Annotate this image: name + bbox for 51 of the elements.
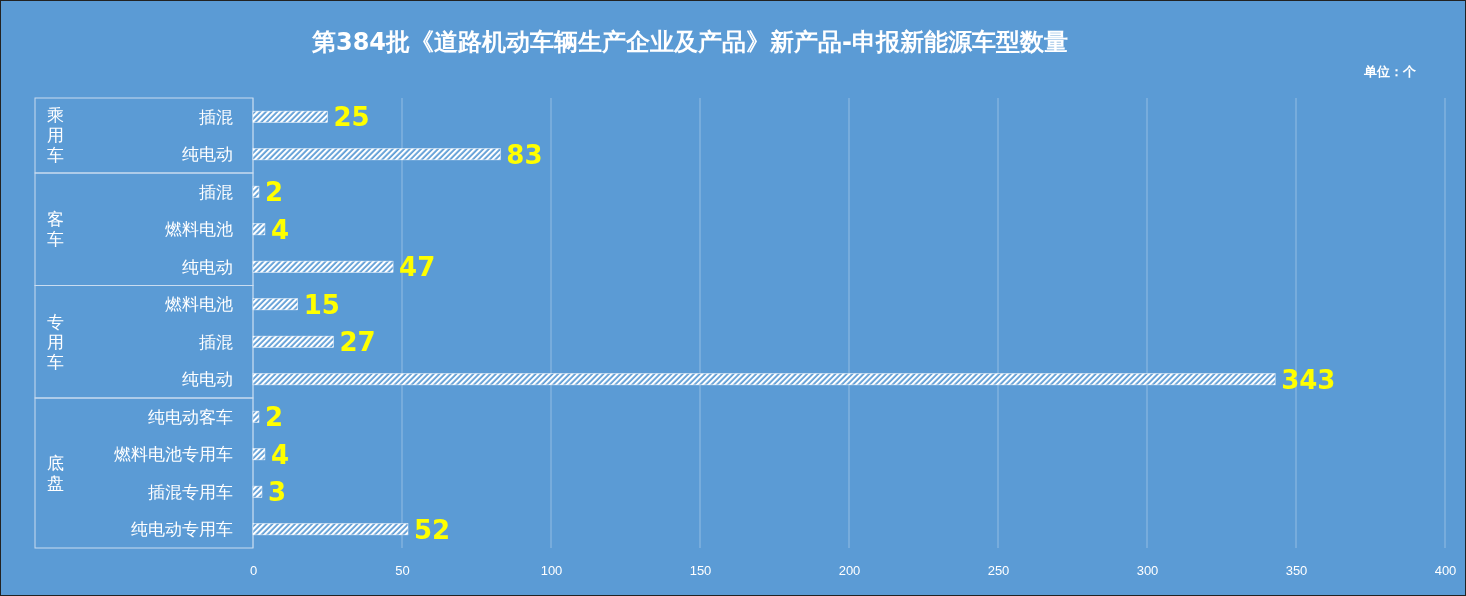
x-tick-label: 50 bbox=[395, 563, 410, 579]
x-tick-label: 200 bbox=[838, 563, 861, 579]
data-label: 4 bbox=[270, 214, 290, 245]
bar bbox=[252, 148, 501, 161]
data-label: 343 bbox=[1281, 364, 1336, 395]
x-tick-label: 300 bbox=[1136, 563, 1159, 579]
bar bbox=[252, 523, 409, 536]
data-label: 52 bbox=[413, 514, 451, 545]
bar bbox=[252, 223, 266, 236]
x-tick-label: 100 bbox=[540, 563, 563, 579]
x-tick-label: 350 bbox=[1285, 563, 1308, 579]
bar bbox=[252, 260, 394, 273]
data-label: 4 bbox=[270, 439, 290, 470]
bar bbox=[252, 410, 260, 423]
x-tick-label: 0 bbox=[249, 563, 258, 579]
y-tick-label: 纯电动客车 bbox=[148, 406, 233, 427]
y-tick-label: 燃料电池 bbox=[165, 294, 233, 315]
bar bbox=[252, 485, 263, 498]
y-tick-label: 纯电动 bbox=[182, 369, 233, 390]
text: 单位：个 bbox=[1363, 64, 1417, 79]
y-tick-label: 插混 bbox=[199, 181, 233, 202]
y-tick-label: 燃料电池 bbox=[165, 219, 233, 240]
y-tick-label: 纯电动 bbox=[182, 256, 233, 277]
data-label: 15 bbox=[303, 289, 340, 320]
x-tick-label: 150 bbox=[689, 563, 712, 579]
chart-title: 第384批《道路机动车辆生产企业及产品》新产品-申报新能源车型数量 bbox=[310, 28, 1069, 56]
y-tick-label: 插混 bbox=[199, 331, 233, 352]
text: 乘用车 bbox=[46, 105, 64, 166]
data-label: 3 bbox=[267, 477, 287, 508]
data-label: 27 bbox=[339, 327, 376, 358]
data-label: 83 bbox=[506, 139, 543, 170]
data-label: 47 bbox=[399, 252, 436, 283]
y-tick-label: 插混专用车 bbox=[148, 481, 233, 502]
y-tick-label: 纯电动专用车 bbox=[131, 519, 233, 540]
text: 专用车 bbox=[46, 311, 64, 372]
x-tick-label: 400 bbox=[1434, 563, 1457, 579]
y-tick-label: 燃料电池专用车 bbox=[114, 444, 233, 465]
bar bbox=[252, 373, 1276, 386]
y-tick-label: 纯电动 bbox=[182, 144, 233, 165]
y-tick-label: 插混 bbox=[199, 106, 233, 127]
bar bbox=[252, 298, 298, 311]
bar bbox=[252, 448, 266, 461]
data-label: 2 bbox=[264, 402, 284, 433]
text: 客车 bbox=[46, 209, 64, 250]
data-label: 25 bbox=[333, 102, 370, 133]
bar bbox=[252, 110, 328, 123]
bar bbox=[252, 185, 260, 198]
bar bbox=[252, 335, 334, 348]
x-tick-label: 250 bbox=[987, 563, 1010, 579]
text: 底盘 bbox=[46, 452, 64, 493]
data-label: 2 bbox=[264, 177, 284, 208]
